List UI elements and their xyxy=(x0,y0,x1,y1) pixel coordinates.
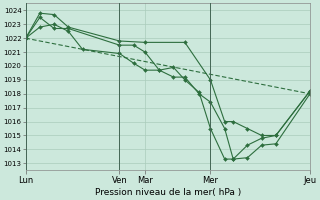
X-axis label: Pression niveau de la mer( hPa ): Pression niveau de la mer( hPa ) xyxy=(95,188,241,197)
